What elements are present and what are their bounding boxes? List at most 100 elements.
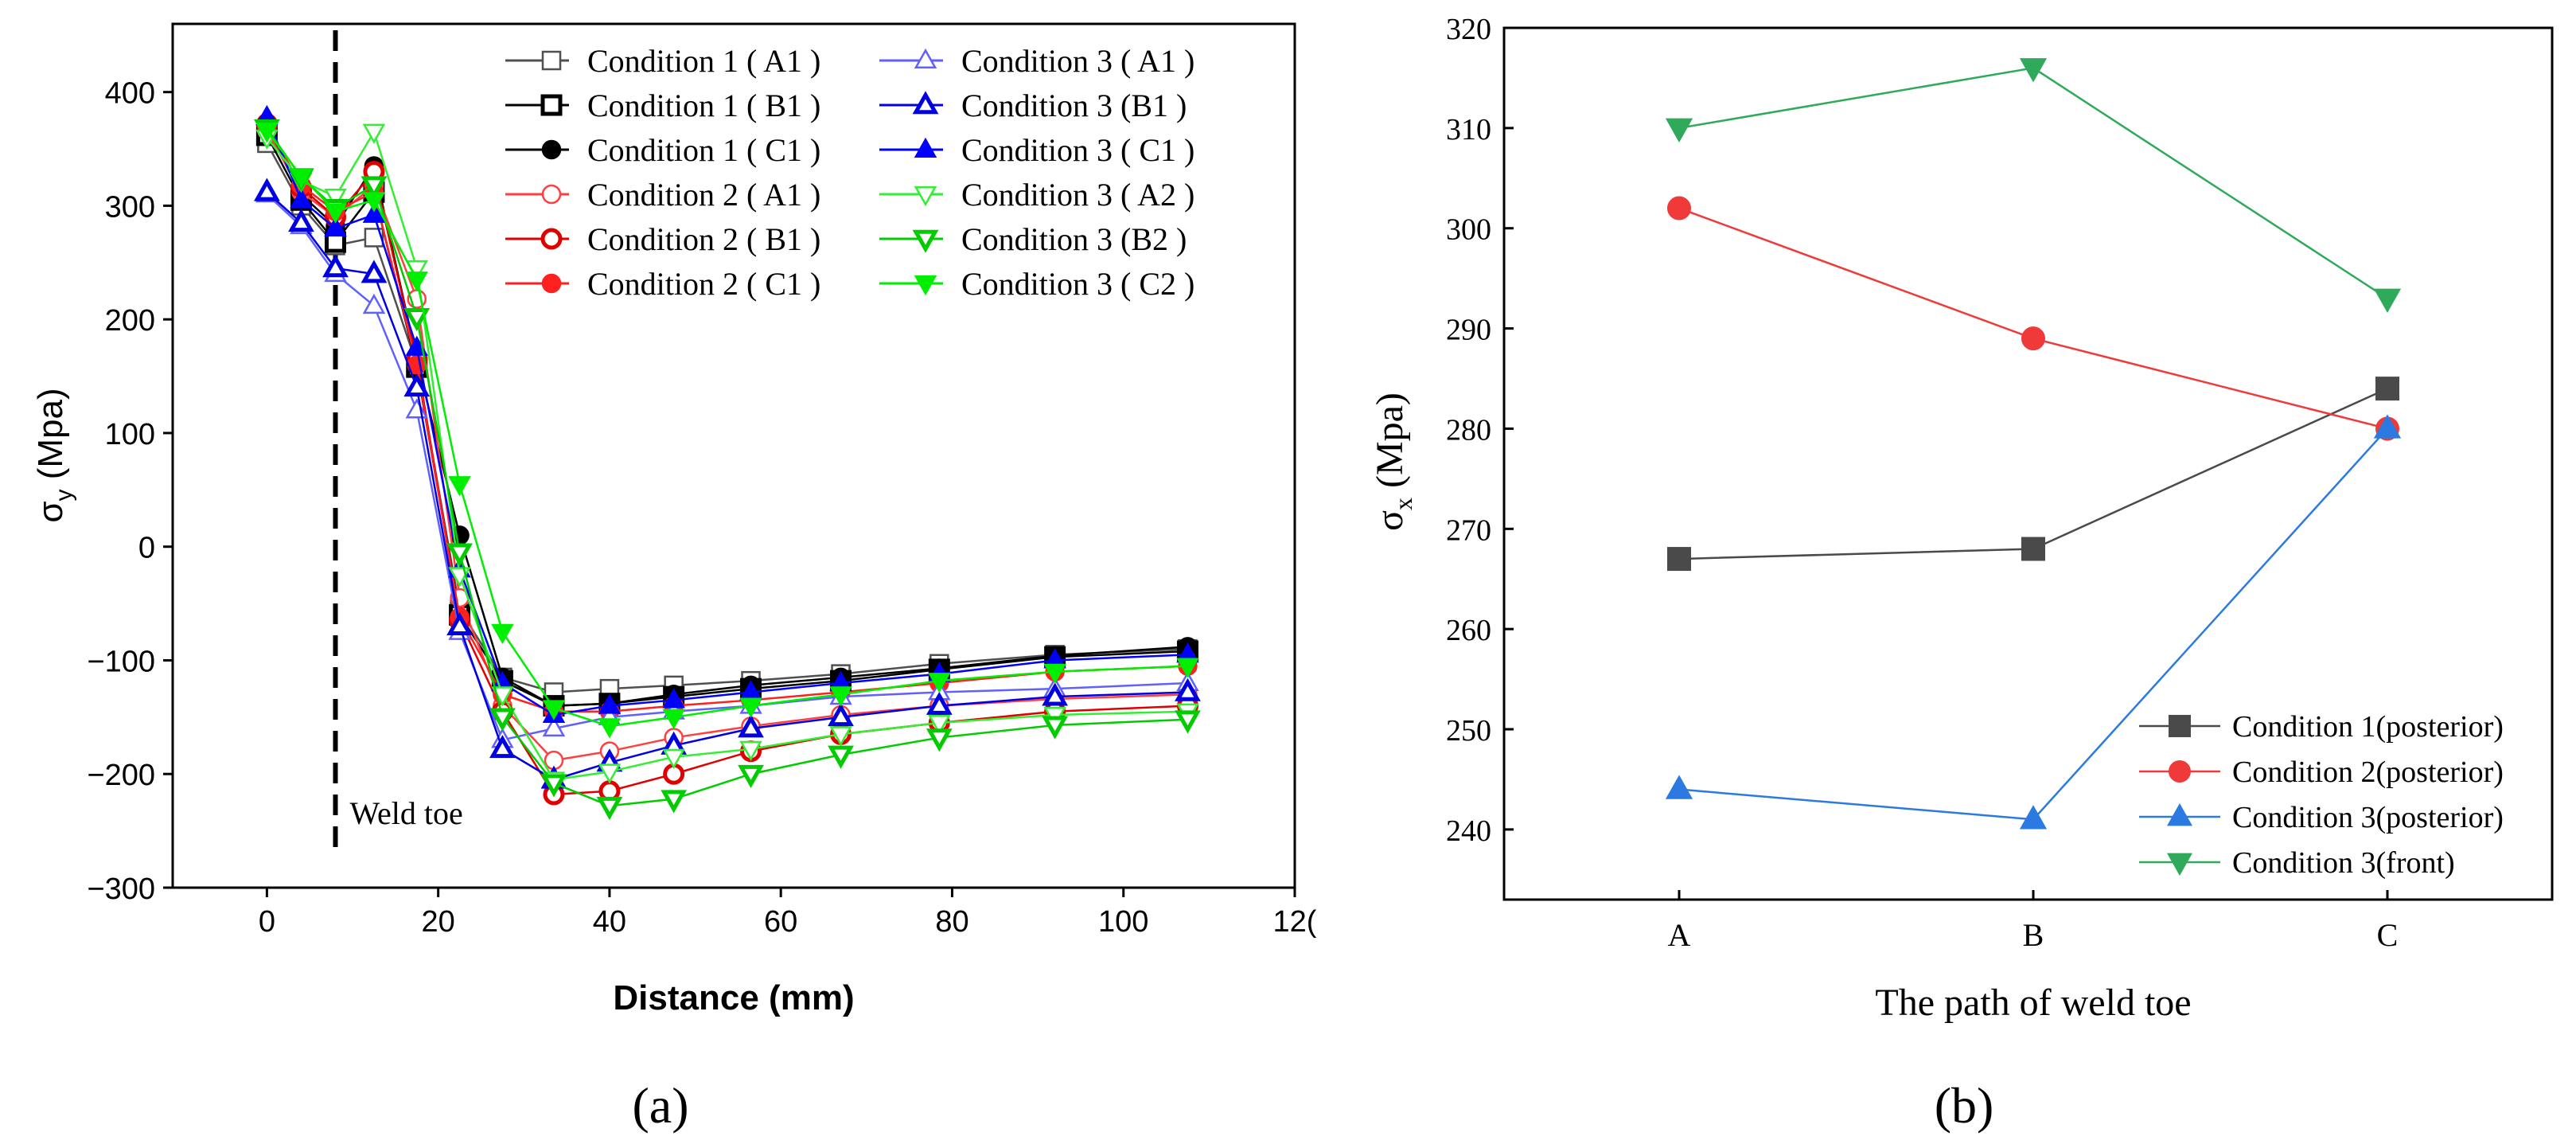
legend-swatch-marker <box>914 137 937 158</box>
y-tick-label-a: −200 <box>87 759 155 792</box>
legend-swatch-marker <box>541 273 562 294</box>
x-axis-label-a: Distance (mm) <box>613 978 854 1017</box>
data-point-a <box>828 703 854 727</box>
data-point-a <box>362 202 386 223</box>
legend-swatch-marker <box>2166 803 2193 826</box>
data-point-a <box>739 740 762 762</box>
data-point-a <box>926 728 953 752</box>
y-axis-label-a: σy (Mpa) <box>31 388 77 522</box>
y-label-unit-b: (Mpa) <box>1369 392 1411 498</box>
x-tick-label-b: B <box>2023 917 2044 953</box>
y-tick-label-b: 260 <box>1446 614 1491 647</box>
y-axis-label-b: σx (Mpa) <box>1369 392 1417 531</box>
legend-swatch-marker <box>541 184 562 205</box>
data-point-a <box>362 293 386 314</box>
data-point-a <box>926 691 953 715</box>
data-point-a <box>1043 663 1066 684</box>
data-point-b <box>1665 118 1693 143</box>
axis-ticks-b: 240 250 260 270 280 290 300 310 320 A B C <box>1446 13 2398 953</box>
data-point-a <box>1175 677 1201 701</box>
y-tick-label-b: 300 <box>1446 213 1491 247</box>
data-point-a <box>360 176 388 200</box>
y-label-sub-b: x <box>1389 498 1417 510</box>
legend-b: Condition 1(posterior) Condition 2(poster… <box>2139 710 2504 880</box>
legend-swatch-marker <box>2169 715 2191 737</box>
data-point-a <box>489 708 516 732</box>
legend-item-b: Condition 2(posterior) <box>2139 756 2504 789</box>
legend-label-b: Condition 3(front) <box>2232 846 2455 880</box>
y-tick-label-b: 240 <box>1446 814 1491 848</box>
data-point-a <box>324 188 347 209</box>
legend-label-a: Condition 2 ( C1 ) <box>587 266 820 302</box>
y-tick-label-b: 320 <box>1446 13 1491 46</box>
data-point-a <box>1042 716 1069 740</box>
y-label-sigma-b: σ <box>1369 510 1411 531</box>
data-point-b <box>1667 547 1691 572</box>
legend-label-a: Condition 1 ( B1 ) <box>587 88 820 123</box>
data-point-b <box>2019 805 2048 830</box>
series-a-12 <box>255 123 1199 739</box>
legend-swatch-marker <box>912 91 939 115</box>
data-point-b <box>2373 288 2402 313</box>
data-point-b <box>2021 537 2045 561</box>
x-tick-label-a: 12( <box>1273 905 1317 939</box>
data-point-a <box>829 726 852 747</box>
legend-item-b: Condition 1(posterior) <box>2139 710 2504 744</box>
series-line-a <box>266 127 1188 707</box>
data-point-a <box>324 216 347 237</box>
data-point-a <box>362 123 386 144</box>
legend-label-a: Condition 3 ( C1 ) <box>961 132 1194 168</box>
data-point-b <box>2375 377 2399 401</box>
y-tick-label-b: 250 <box>1446 714 1491 748</box>
data-point-a <box>489 735 516 759</box>
legend-label-a: Condition 3 ( A2 ) <box>961 177 1194 213</box>
weld-toe-annotation: Weld toe <box>350 795 463 831</box>
y-tick-label-a: 300 <box>105 190 155 224</box>
data-point-a <box>1176 658 1199 678</box>
legend-a: Condition 1 ( A1 ) Condition 1 ( B1 ) Cond… <box>505 43 1194 302</box>
data-point-a <box>662 709 685 730</box>
legend-item-b: Condition 3(front) <box>2139 846 2455 880</box>
data-point-a <box>324 203 347 224</box>
legend-label-b: Condition 3(posterior) <box>2232 801 2504 834</box>
series-a-1 <box>257 133 1198 702</box>
legend-item-a: Condition 2 ( A1 ) <box>505 177 820 213</box>
data-point-a <box>738 764 764 788</box>
legend-item-a: Condition 3 ( C2 ) <box>879 266 1194 302</box>
legend-label-b: Condition 1(posterior) <box>2232 710 2504 744</box>
legend-item-a: Condition 1 ( C1 ) <box>505 132 820 168</box>
plot-frame-b <box>1502 26 2554 901</box>
y-tick-label-b: 280 <box>1446 413 1491 447</box>
data-point-a <box>403 373 431 397</box>
legend-item-a: Condition 3 ( C1 ) <box>879 132 1194 168</box>
legend-label-a: Condition 2 ( B1 ) <box>587 221 820 257</box>
data-point-a <box>288 209 314 232</box>
series-line-b <box>1678 387 2388 560</box>
data-point-a <box>598 693 622 714</box>
x-tick-label-a: 80 <box>935 905 968 939</box>
series-line-b <box>1678 207 2388 430</box>
series-group-b <box>1665 58 2402 830</box>
x-tick-label-a: 100 <box>1098 905 1148 939</box>
data-point-a <box>662 748 685 770</box>
legend-swatch-marker <box>912 229 939 253</box>
data-point-a <box>739 697 762 718</box>
data-point-a <box>828 745 854 769</box>
y-tick-label-a: −300 <box>87 873 155 906</box>
data-point-b <box>1667 196 1691 221</box>
series-line-b <box>1678 67 2388 299</box>
data-point-a <box>928 673 951 693</box>
legend-label-a: Condition 3 ( A1 ) <box>961 43 1194 79</box>
data-point-a <box>598 763 622 784</box>
x-tick-label-a: 40 <box>593 905 626 939</box>
data-point-a <box>362 192 386 213</box>
legend-item-a: Condition 3 ( A1 ) <box>879 43 1194 79</box>
legend-item-b: Condition 3(posterior) <box>2139 801 2504 834</box>
data-point-a <box>446 611 473 635</box>
legend-swatch-marker <box>541 139 562 160</box>
series-group-a <box>254 104 1201 820</box>
legend-item-a: Condition 3 (B1 ) <box>879 88 1187 123</box>
plot-frame-a <box>171 22 1296 889</box>
series-b-3 <box>1665 414 2402 830</box>
series-b-4 <box>1665 58 2402 313</box>
